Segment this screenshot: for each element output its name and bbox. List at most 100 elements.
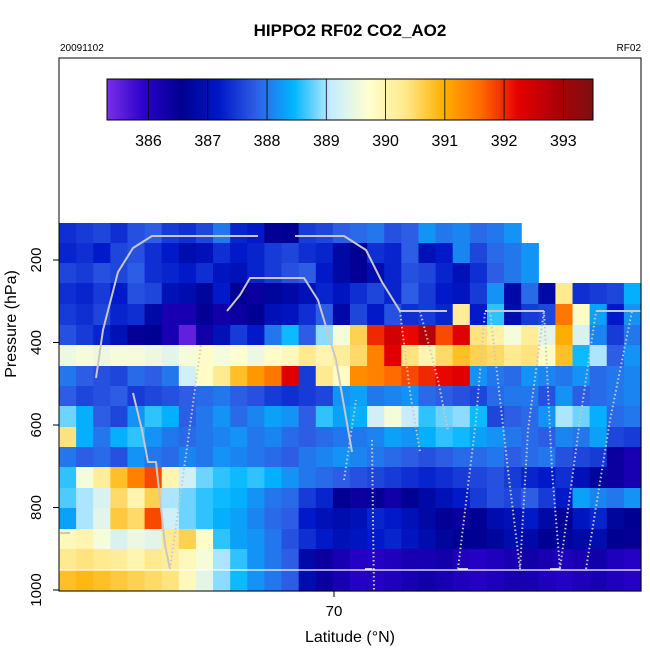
heatmap-cell [469, 325, 488, 346]
heatmap-cell [486, 325, 505, 346]
heatmap-cell [452, 427, 471, 448]
heatmap-cell [555, 508, 574, 530]
heatmap-cell [469, 508, 488, 530]
heatmap-cell [401, 427, 420, 448]
heatmap-cell [161, 529, 180, 550]
heatmap-cell [486, 283, 505, 305]
heatmap-cell [401, 406, 420, 428]
heatmap-cell [127, 447, 146, 468]
colorbar-frame [106, 78, 594, 121]
heatmap-cell [178, 263, 197, 284]
heatmap-cell [161, 283, 180, 305]
heatmap-cell [298, 366, 317, 387]
colorbar-tick-label: 393 [550, 133, 577, 150]
heatmap-cell [486, 304, 505, 326]
heatmap-cell [59, 467, 77, 489]
heatmap-cell [623, 325, 642, 346]
heatmap-cell [144, 488, 163, 509]
heatmap-cell [110, 549, 129, 571]
heatmap-cell [452, 529, 471, 550]
heatmap-cell [110, 325, 129, 346]
heatmap-cell [127, 345, 146, 367]
heatmap-cell [538, 386, 557, 407]
heatmap-cell [76, 447, 94, 468]
heatmap-cell [486, 386, 505, 407]
y-axis-label: Pressure (hPa) [3, 270, 20, 378]
date-label: 20091102 [60, 43, 104, 54]
heatmap-cell [589, 406, 608, 428]
heatmap-cell [298, 304, 317, 326]
heatmap-cell [538, 304, 557, 326]
flight-track-profile [343, 399, 357, 481]
heatmap-cell [384, 447, 402, 468]
heatmap-cell [538, 467, 557, 489]
heatmap-cell [538, 447, 557, 468]
heatmap-cell [247, 304, 266, 326]
heatmap-cell [452, 406, 471, 428]
heatmap-cell [298, 325, 317, 346]
heatmap-cell [315, 549, 334, 571]
heatmap-cell [110, 223, 129, 244]
heatmap-cell [144, 427, 163, 448]
flight-label: RF02 [617, 43, 642, 54]
heatmap-cell [623, 467, 642, 489]
heatmap-cell [178, 386, 197, 407]
heatmap-cell [589, 549, 608, 571]
heatmap-cell [555, 427, 574, 448]
heatmap-cell [195, 508, 214, 530]
heatmap-cell [281, 427, 300, 448]
heatmap-cell [247, 447, 266, 468]
heatmap-cell [401, 325, 420, 346]
heatmap-cell [93, 283, 111, 305]
heatmap-cell [606, 570, 625, 592]
heatmap-cell [230, 386, 248, 407]
heatmap-cell [59, 386, 77, 407]
heatmap-cell [401, 366, 420, 387]
heatmap-cell [195, 406, 214, 428]
heatmap-cell [298, 508, 317, 530]
flight-track-segment [226, 277, 353, 453]
heatmap-cell [504, 467, 522, 489]
heatmap-cell [606, 406, 625, 428]
heatmap-cell [247, 345, 266, 367]
heatmap-cell [367, 366, 385, 387]
heatmap-cell [452, 263, 471, 284]
heatmap-cell [93, 447, 111, 468]
heatmap-cell [521, 427, 539, 448]
heatmap-cell [384, 570, 402, 592]
heatmap-cell [623, 549, 642, 571]
heatmap-cell [161, 243, 180, 264]
heatmap-cell [315, 366, 334, 387]
heatmap-cell [589, 304, 608, 326]
heatmap-cell [76, 570, 94, 592]
heatmap-cell [469, 488, 488, 509]
heatmap-cell [127, 488, 146, 509]
colorbar-tick-label: 387 [194, 133, 221, 150]
heatmap-cell [606, 304, 625, 326]
heatmap-cell [504, 549, 522, 571]
heatmap-cell [350, 488, 368, 509]
heatmap-cell [195, 570, 214, 592]
heatmap-cell [435, 283, 454, 305]
heatmap-cell [264, 427, 283, 448]
heatmap-cell [247, 467, 266, 489]
heatmap-cell [144, 223, 163, 244]
heatmap-cell [247, 223, 266, 244]
chart-title: HIPPO2 RF02 CO2_AO2 [254, 21, 447, 40]
heatmap-cell [401, 304, 420, 326]
heatmap-cell [384, 488, 402, 509]
heatmap-cell [452, 488, 471, 509]
heatmap-cell [367, 345, 385, 367]
heatmap-cell [589, 508, 608, 530]
heatmap-cell [332, 345, 351, 367]
heatmap-cell [247, 366, 266, 387]
heatmap-cell [230, 529, 248, 550]
heatmap-cell [264, 488, 283, 509]
heatmap-cell [76, 508, 94, 530]
heatmap-cell [367, 283, 385, 305]
heatmap-cell [127, 283, 146, 305]
heatmap-cell [350, 283, 368, 305]
heatmap-cell [161, 406, 180, 428]
heatmap-cell [161, 223, 180, 244]
heatmap-cell [384, 325, 402, 346]
